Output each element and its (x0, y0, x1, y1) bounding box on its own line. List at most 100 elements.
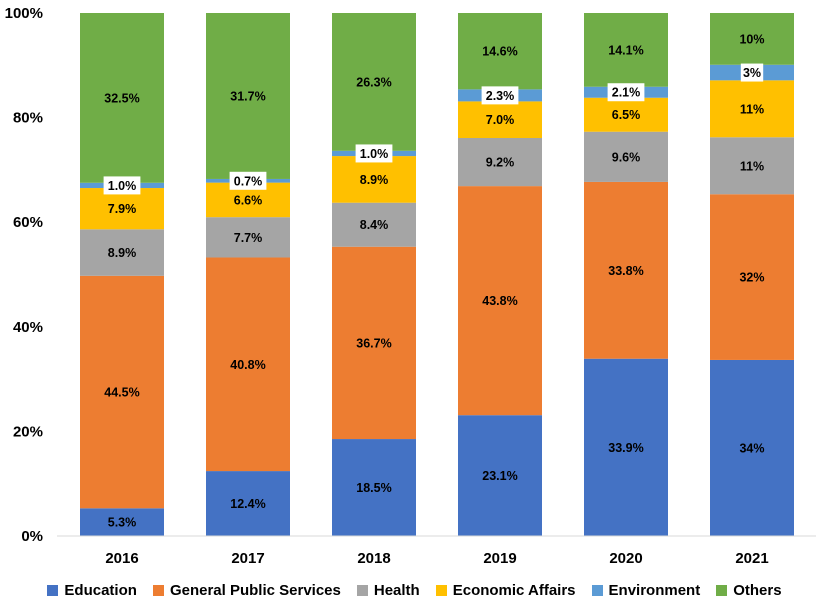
bar-value-label: 8.9% (360, 173, 389, 187)
bar-value-label: 23.1% (482, 469, 517, 483)
legend-swatch (356, 584, 368, 596)
legend-swatch (591, 584, 603, 596)
legend-swatch (152, 584, 164, 596)
bar-segment (80, 229, 164, 276)
legend-swatch (47, 584, 59, 596)
bar-segment (80, 13, 164, 183)
x-tick-label: 2021 (735, 550, 768, 567)
y-axis-ticks: 0% 20% 40% 60% 80% 100% (5, 5, 43, 545)
bar-value-label: 6.5% (612, 108, 641, 122)
x-axis-ticks: 2016 2017 2018 2019 2020 2021 (105, 550, 768, 567)
legend-item: Others (716, 581, 782, 599)
bar-segment (332, 246, 416, 440)
y-tick-label: 100% (5, 5, 43, 22)
bar-segment (332, 439, 416, 536)
bar-value-label: 33.9% (608, 441, 643, 455)
bar-value-label: 7.7% (234, 231, 263, 245)
bar-value-label: 2.1% (612, 86, 641, 100)
bar-value-label: 6.6% (234, 193, 263, 207)
bar-value-label: 44.5% (104, 386, 139, 400)
bar-segment (206, 13, 290, 179)
bar-segment (584, 181, 668, 359)
bar-value-label: 14.1% (608, 43, 643, 57)
label-box (229, 171, 267, 190)
label-box (740, 63, 764, 82)
bar-value-label: 33.8% (608, 264, 643, 278)
bar-value-label: 9.2% (486, 156, 515, 170)
bar-value-label: 9.6% (612, 150, 641, 164)
bar-value-label: 12.4% (230, 497, 265, 511)
bar-segment (332, 156, 416, 203)
legend-swatch (716, 584, 728, 596)
legend-label: Environment (608, 581, 701, 599)
label-box (355, 144, 393, 163)
legend-label: General Public Services (169, 581, 341, 599)
bar-value-label: 26.3% (356, 75, 391, 89)
bar-segment (458, 415, 542, 536)
bar-value-label: 36.7% (356, 336, 391, 350)
label-box (481, 86, 519, 105)
bar-segment (458, 186, 542, 416)
y-tick-label: 40% (13, 319, 43, 336)
label-box (103, 176, 141, 195)
bar-segment (458, 101, 542, 138)
bar-segment (584, 131, 668, 182)
bar-value-label: 3% (743, 66, 761, 80)
legend-label: Economic Affairs (452, 581, 576, 599)
bar-value-label: 11% (740, 159, 764, 173)
bar-value-label: 2.3% (486, 89, 515, 103)
bar-value-label: 43.8% (482, 294, 517, 308)
bar-value-label: 8.9% (108, 246, 137, 260)
bar-segment (584, 358, 668, 536)
bar-value-label: 7.0% (486, 113, 515, 127)
bar-segment (710, 359, 794, 536)
legend-item: General Public Services (152, 581, 341, 599)
bar-value-label: 1.0% (360, 147, 389, 161)
bar-segment (206, 257, 290, 472)
x-tick-label: 2019 (483, 550, 516, 567)
bar-value-label: 34% (739, 441, 764, 455)
bar-segment (584, 13, 668, 87)
legend: Education General Public Services Health Ec… (0, 578, 829, 602)
bar-value-label: 11% (740, 102, 764, 116)
x-tick-label: 2016 (105, 550, 138, 567)
bar-segment (710, 194, 794, 360)
legend-label: Health (373, 581, 420, 599)
bar-segment (206, 217, 290, 258)
bar-segment (332, 13, 416, 151)
label-box (607, 83, 645, 102)
legend-item: Environment (591, 581, 701, 599)
bar-segment (458, 13, 542, 90)
y-tick-label: 60% (13, 214, 43, 231)
legend-label: Education (64, 581, 137, 599)
bar-segment (80, 188, 164, 230)
bar-value-label: 32.5% (104, 91, 139, 105)
bar-value-label: 40.8% (230, 358, 265, 372)
y-tick-label: 20% (13, 423, 43, 440)
legend-swatch (435, 584, 447, 596)
legend-item: Education (47, 582, 137, 599)
bar-value-label: 1.0% (108, 179, 137, 193)
legend-label: Others (733, 581, 782, 599)
bars (80, 13, 794, 536)
y-tick-label: 80% (13, 110, 43, 127)
y-tick-label: 0% (21, 528, 43, 545)
bar-value-label: 14.6% (482, 45, 517, 59)
bar-segment (206, 471, 290, 536)
x-tick-label: 2020 (609, 550, 642, 567)
x-tick-label: 2018 (357, 550, 390, 567)
bar-segment (458, 137, 542, 187)
bar-segment (332, 202, 416, 247)
bar-value-label: 32% (739, 271, 764, 285)
bar-segment (710, 13, 794, 65)
bar-value-label: 5.3% (108, 516, 137, 530)
bar-value-label: 18.5% (356, 481, 391, 495)
bar-segment (584, 97, 668, 132)
bar-value-label: 31.7% (230, 89, 265, 103)
x-tick-label: 2017 (231, 550, 264, 567)
bar-value-label: 8.4% (360, 218, 389, 232)
segment-labels: 5.3% 44.5% 8.9% 7.9% 1.0% 32.5% 12.4% 40.8% 7.7%… (103, 32, 765, 530)
bar-value-label: 10% (739, 32, 764, 46)
bar-segment (80, 508, 164, 536)
